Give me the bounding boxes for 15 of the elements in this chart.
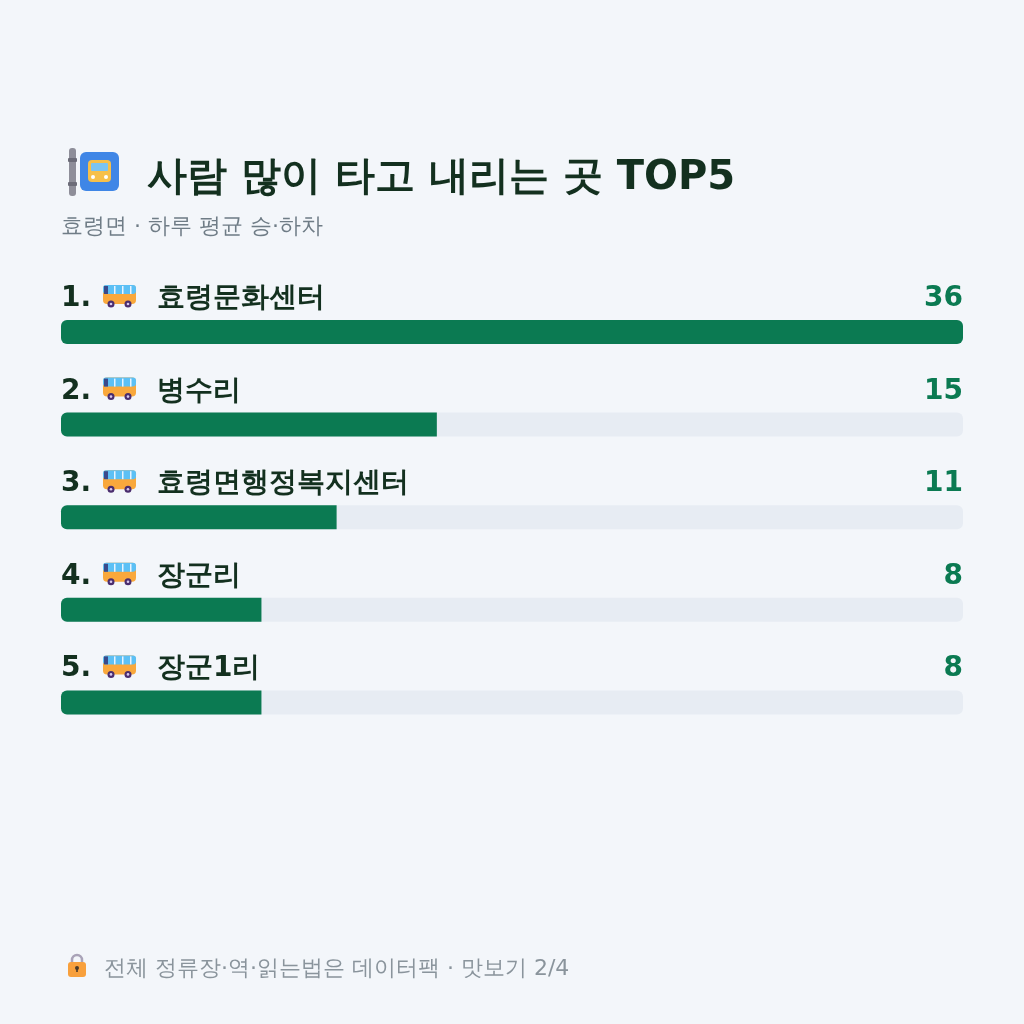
chart-subtitle: 효령면 · 하루 평균 승·하차 <box>61 213 323 238</box>
chart-title: 사람 많이 타고 내리는 곳 TOP5 <box>147 152 736 198</box>
category-label: 4. 장군리 <box>61 557 241 591</box>
data-label: 8 <box>943 557 963 591</box>
data-label: 15 <box>924 372 963 406</box>
data-label: 36 <box>924 280 963 313</box>
text: 전체 정류장·역·읽는법은 데이터팩 · 맛보기 2/4 <box>104 955 570 980</box>
bar <box>61 597 262 622</box>
data-label: 11 <box>924 465 963 499</box>
category-label: 5. 장군1리 <box>61 650 261 684</box>
category-label: 1. 효령문화센터 <box>61 280 325 313</box>
data-label: 8 <box>943 650 963 684</box>
category-label: 2. 병수리 <box>61 372 241 406</box>
bar <box>61 690 262 715</box>
category-label: 3. 효령면행정복지센터 <box>61 465 409 499</box>
